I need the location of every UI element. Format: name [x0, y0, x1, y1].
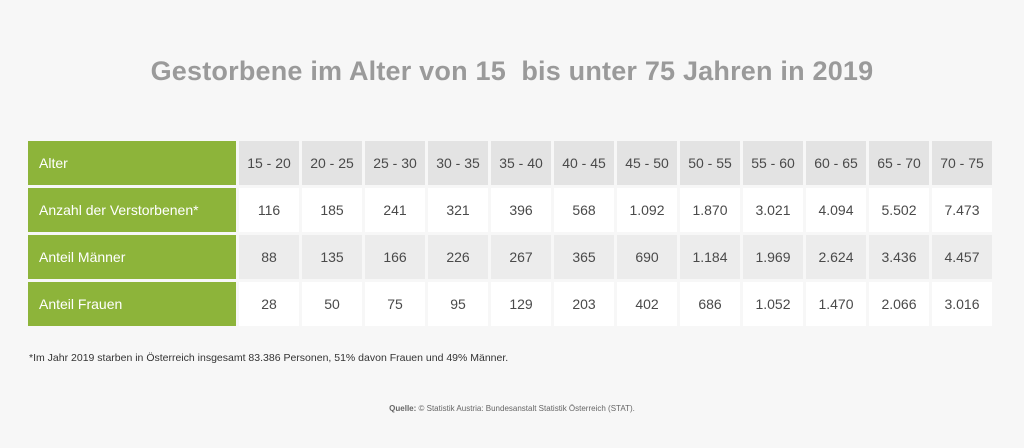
table-cell: 267	[491, 235, 551, 279]
table-cell: 3.016	[932, 282, 992, 326]
chart-title: Gestorbene im Alter von 15 bis unter 75 …	[150, 56, 874, 86]
row-label-alter: Alter	[28, 141, 236, 185]
column-header: 25 - 30	[365, 141, 425, 185]
table-cell: 396	[491, 188, 551, 232]
table-cell: 185	[302, 188, 362, 232]
table-cell: 1.870	[680, 188, 740, 232]
row-label: Anteil Frauen	[28, 282, 236, 326]
column-header: 40 - 45	[554, 141, 614, 185]
table-cell: 1.969	[743, 235, 803, 279]
table-cell: 135	[302, 235, 362, 279]
source-label: Quelle:	[389, 404, 417, 413]
row-anzahl: Anzahl der Verstorbenen* 116 185 241 321 396 5…	[28, 188, 992, 232]
row-frauen: Anteil Frauen 28 50 75 95 129 203 402 686 1.052 1.…	[28, 282, 992, 326]
column-header: 55 - 60	[743, 141, 803, 185]
footnote: *Im Jahr 2019 starben in Österreich insg…	[29, 352, 509, 364]
table-cell: 1.092	[617, 188, 677, 232]
table-cell: 1.184	[680, 235, 740, 279]
column-header: 15 - 20	[239, 141, 299, 185]
row-label: Anzahl der Verstorbenen*	[28, 188, 236, 232]
table-cell: 226	[428, 235, 488, 279]
table-cell: 1.470	[806, 282, 866, 326]
table-cell: 116	[239, 188, 299, 232]
table-cell: 50	[302, 282, 362, 326]
column-header: 60 - 65	[806, 141, 866, 185]
table-cell: 75	[365, 282, 425, 326]
column-header: 20 - 25	[302, 141, 362, 185]
table-cell: 402	[617, 282, 677, 326]
table-cell: 3.436	[869, 235, 929, 279]
table-cell: 2.624	[806, 235, 866, 279]
column-header: 30 - 35	[428, 141, 488, 185]
table-cell: 4.094	[806, 188, 866, 232]
table-cell: 3.021	[743, 188, 803, 232]
data-table: Alter 15 - 20 20 - 25 25 - 30 30 - 35 35 - 40…	[25, 138, 995, 329]
table-cell: 686	[680, 282, 740, 326]
table-cell: 2.066	[869, 282, 929, 326]
table-cell: 88	[239, 235, 299, 279]
column-header: 45 - 50	[617, 141, 677, 185]
table-cell: 203	[554, 282, 614, 326]
table-cell: 321	[428, 188, 488, 232]
source-text: © Statistik Austria: Bundesanstalt Stati…	[416, 404, 635, 413]
table-cell: 365	[554, 235, 614, 279]
table-cell: 690	[617, 235, 677, 279]
column-header: 65 - 70	[869, 141, 929, 185]
table-cell: 568	[554, 188, 614, 232]
row-label: Anteil Männer	[28, 235, 236, 279]
column-header: 35 - 40	[491, 141, 551, 185]
table-cell: 241	[365, 188, 425, 232]
column-header: 50 - 55	[680, 141, 740, 185]
table-cell: 1.052	[743, 282, 803, 326]
source-line: Quelle: © Statistik Austria: Bundesansta…	[0, 404, 1024, 413]
header-row: Alter 15 - 20 20 - 25 25 - 30 30 - 35 35 - 40…	[28, 141, 992, 185]
table-cell: 4.457	[932, 235, 992, 279]
table-cell: 5.502	[869, 188, 929, 232]
table-cell: 166	[365, 235, 425, 279]
column-header: 70 - 75	[932, 141, 992, 185]
table-cell: 28	[239, 282, 299, 326]
row-maenner: Anteil Männer 88 135 166 226 267 365 690 1.184 1.…	[28, 235, 992, 279]
table-cell: 129	[491, 282, 551, 326]
table-cell: 95	[428, 282, 488, 326]
table-cell: 7.473	[932, 188, 992, 232]
